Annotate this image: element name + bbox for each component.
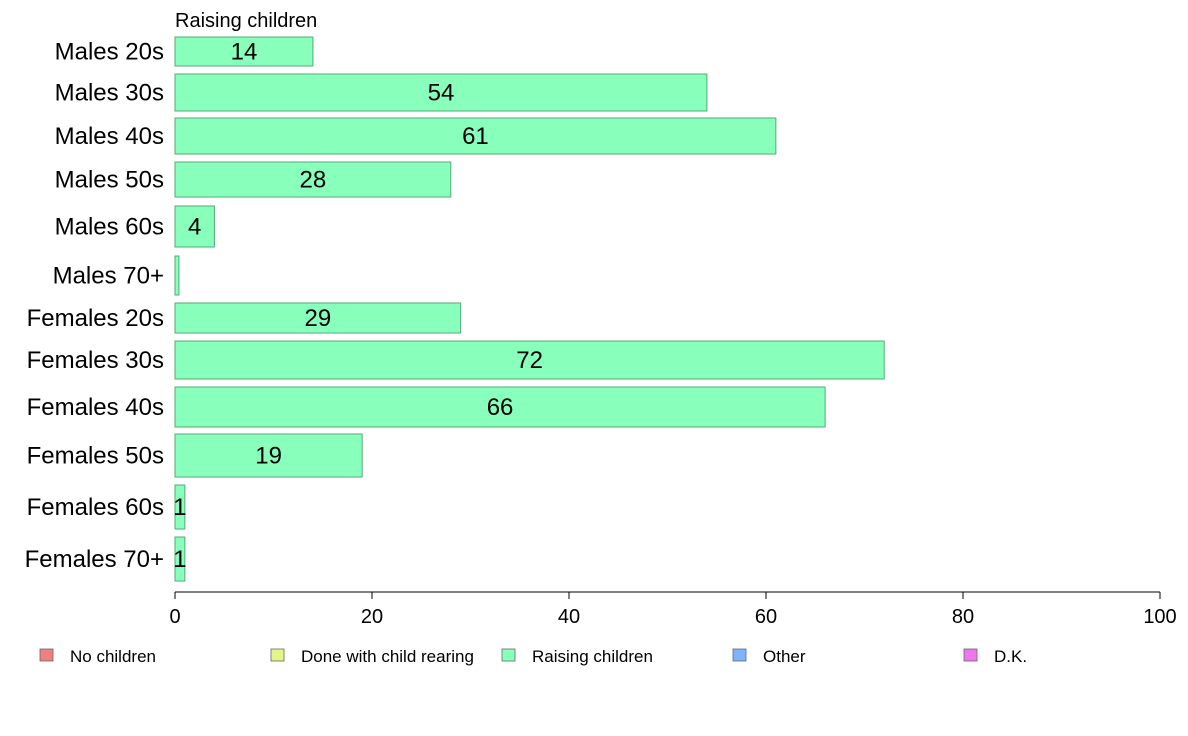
category-label: Males 70+: [53, 263, 164, 290]
category-label: Females 20s: [27, 305, 164, 332]
legend-label: Raising children: [532, 647, 653, 666]
legend-swatch: [39, 648, 54, 662]
bar: [174, 386, 826, 428]
legend-label: D.K.: [994, 647, 1027, 666]
bar-value-label: 66: [487, 394, 514, 421]
category-label: Females 70+: [25, 546, 164, 573]
legend: No children Done with child rearing Raisin…: [39, 647, 1027, 666]
bar: [174, 117, 777, 155]
legend-swatch: [501, 648, 516, 662]
x-tick-label: 40: [558, 606, 580, 628]
legend-label: Done with child rearing: [301, 647, 474, 666]
bar-value-label: 19: [255, 443, 282, 470]
bar: [174, 433, 363, 478]
series-title: Raising children: [175, 10, 317, 32]
bar-value-label: 1: [173, 494, 186, 521]
category-label: Females 50s: [27, 443, 164, 470]
bar-value-label: 61: [462, 123, 489, 150]
category-label: Females 30s: [27, 347, 164, 374]
bar-value-label: 29: [304, 305, 331, 332]
category-label: Males 20s: [55, 39, 164, 66]
category-label: Females 40s: [27, 394, 164, 421]
bar: [174, 205, 215, 248]
category-label: Females 60s: [27, 494, 164, 521]
bar-value-label: 72: [516, 347, 543, 374]
legend-swatch: [732, 648, 747, 662]
bar: [174, 536, 186, 582]
bar: [174, 340, 885, 380]
x-tick-label: 0: [169, 606, 180, 628]
x-axis: 0 20 40 60 80 100: [169, 591, 1177, 628]
legend-label: No children: [70, 647, 156, 666]
legend-label: Other: [763, 647, 806, 666]
category-label: Males 40s: [55, 123, 164, 150]
bar: [174, 161, 452, 198]
bar-value-label: 54: [428, 80, 455, 107]
x-tick-label: 80: [952, 606, 974, 628]
x-tick-label: 100: [1143, 606, 1176, 628]
category-label: Males 60s: [55, 214, 164, 241]
bar: [174, 255, 180, 296]
legend-swatch: [963, 648, 978, 662]
bar: [174, 484, 186, 530]
bar: [174, 36, 314, 67]
bar-value-label: 14: [231, 39, 258, 66]
bar-value-label: 1: [173, 546, 186, 573]
bar: [174, 73, 708, 112]
bar-value-label: 28: [300, 167, 327, 194]
legend-swatch: [270, 648, 285, 662]
x-tick-label: 60: [755, 606, 777, 628]
category-label: Males 30s: [55, 80, 164, 107]
bar-value-label: 4: [188, 214, 201, 241]
category-label: Males 50s: [55, 167, 164, 194]
bar: [174, 302, 462, 334]
x-tick-label: 20: [361, 606, 383, 628]
